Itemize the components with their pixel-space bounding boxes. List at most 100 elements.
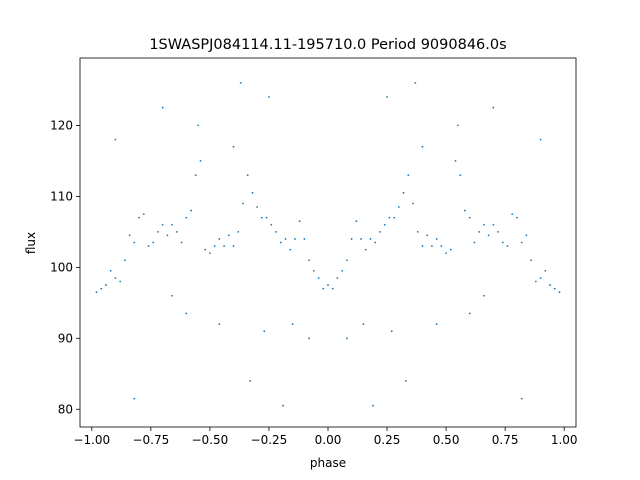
data-point — [379, 230, 381, 233]
data-point — [232, 145, 235, 148]
chart-title: 1SWASPJ084114.11-195710.0 Period 9090846… — [149, 37, 506, 53]
data-point — [114, 138, 117, 141]
data-point — [516, 216, 518, 219]
data-point — [364, 248, 367, 251]
data-point — [534, 280, 537, 283]
data-point — [501, 241, 504, 244]
data-point — [388, 216, 391, 219]
data-point — [161, 223, 164, 226]
data-point — [185, 216, 188, 219]
x-tick-label: 0.75 — [492, 433, 519, 447]
y-tick-label: 110 — [50, 189, 73, 203]
data-point — [237, 230, 240, 233]
data-point — [322, 287, 325, 290]
data-point — [362, 323, 365, 326]
data-point — [506, 245, 509, 247]
data-point — [525, 234, 528, 237]
data-point — [265, 216, 268, 219]
data-point — [308, 259, 310, 262]
data-point — [260, 216, 263, 219]
data-point — [308, 337, 310, 340]
data-point — [412, 202, 414, 205]
data-point — [369, 238, 372, 240]
data-point — [459, 174, 462, 176]
data-point — [468, 312, 471, 315]
data-point — [445, 252, 447, 255]
data-point — [284, 238, 287, 240]
data-point — [218, 238, 221, 240]
data-point — [239, 81, 242, 84]
data-point — [457, 124, 459, 127]
y-tick-label: 100 — [50, 260, 73, 274]
data-point — [100, 287, 103, 290]
data-point — [123, 259, 126, 262]
data-point — [128, 234, 131, 237]
data-point — [213, 245, 216, 247]
x-tick-label: −0.75 — [132, 433, 169, 447]
data-point — [204, 248, 207, 251]
data-point — [487, 234, 490, 237]
data-point — [520, 241, 523, 244]
data-point — [175, 230, 178, 233]
data-point — [303, 238, 306, 240]
data-point — [371, 404, 374, 407]
data-point — [539, 138, 542, 141]
data-point — [435, 238, 438, 240]
data-point — [133, 241, 136, 244]
data-point — [263, 330, 266, 333]
data-point — [468, 216, 471, 219]
data-point — [227, 234, 230, 237]
data-point — [386, 96, 388, 98]
data-point — [185, 312, 188, 315]
data-point — [166, 234, 169, 237]
data-point — [350, 238, 353, 240]
data-point — [341, 269, 344, 272]
data-point — [199, 159, 202, 162]
data-point — [414, 81, 417, 84]
x-tick-label: 0.50 — [433, 433, 460, 447]
data-point — [416, 230, 419, 233]
data-point — [171, 223, 174, 226]
x-tick-label: −1.00 — [73, 433, 110, 447]
data-point — [421, 245, 424, 247]
data-point — [511, 213, 514, 216]
x-axis: −1.00 −0.75 −0.50 −0.25 0.00 0.25 0.50 0.75 1.00 — [73, 427, 578, 447]
data-point — [426, 234, 429, 237]
data-point — [197, 124, 200, 127]
data-point — [558, 291, 561, 294]
data-point — [355, 220, 358, 223]
data-point — [440, 245, 443, 247]
data-point — [383, 223, 386, 226]
data-point — [431, 245, 433, 247]
data-point — [553, 287, 556, 290]
data-point — [492, 223, 495, 226]
data-point — [405, 379, 407, 382]
data-point — [242, 202, 244, 205]
data-point — [190, 209, 192, 212]
data-point — [402, 191, 405, 194]
data-point — [298, 220, 301, 223]
data-point — [171, 294, 174, 297]
x-tick-label: 0.00 — [315, 433, 342, 447]
data-point — [232, 245, 235, 247]
data-point — [530, 259, 533, 262]
data-point — [152, 241, 155, 244]
data-point — [223, 245, 225, 247]
data-point — [312, 269, 315, 272]
data-point — [449, 248, 452, 251]
data-point — [138, 216, 140, 219]
data-point — [147, 245, 150, 247]
data-point — [282, 404, 285, 407]
data-point — [478, 230, 481, 233]
data-point — [346, 337, 348, 340]
y-tick-label: 80 — [58, 402, 73, 416]
data-point — [492, 106, 495, 109]
data-point — [180, 241, 183, 244]
x-tick-label: 1.00 — [551, 433, 578, 447]
data-point — [270, 223, 273, 226]
data-point — [256, 206, 259, 208]
data-point — [291, 323, 294, 326]
data-point — [482, 294, 485, 297]
x-tick-label: −0.50 — [192, 433, 229, 447]
data-point — [497, 230, 499, 233]
